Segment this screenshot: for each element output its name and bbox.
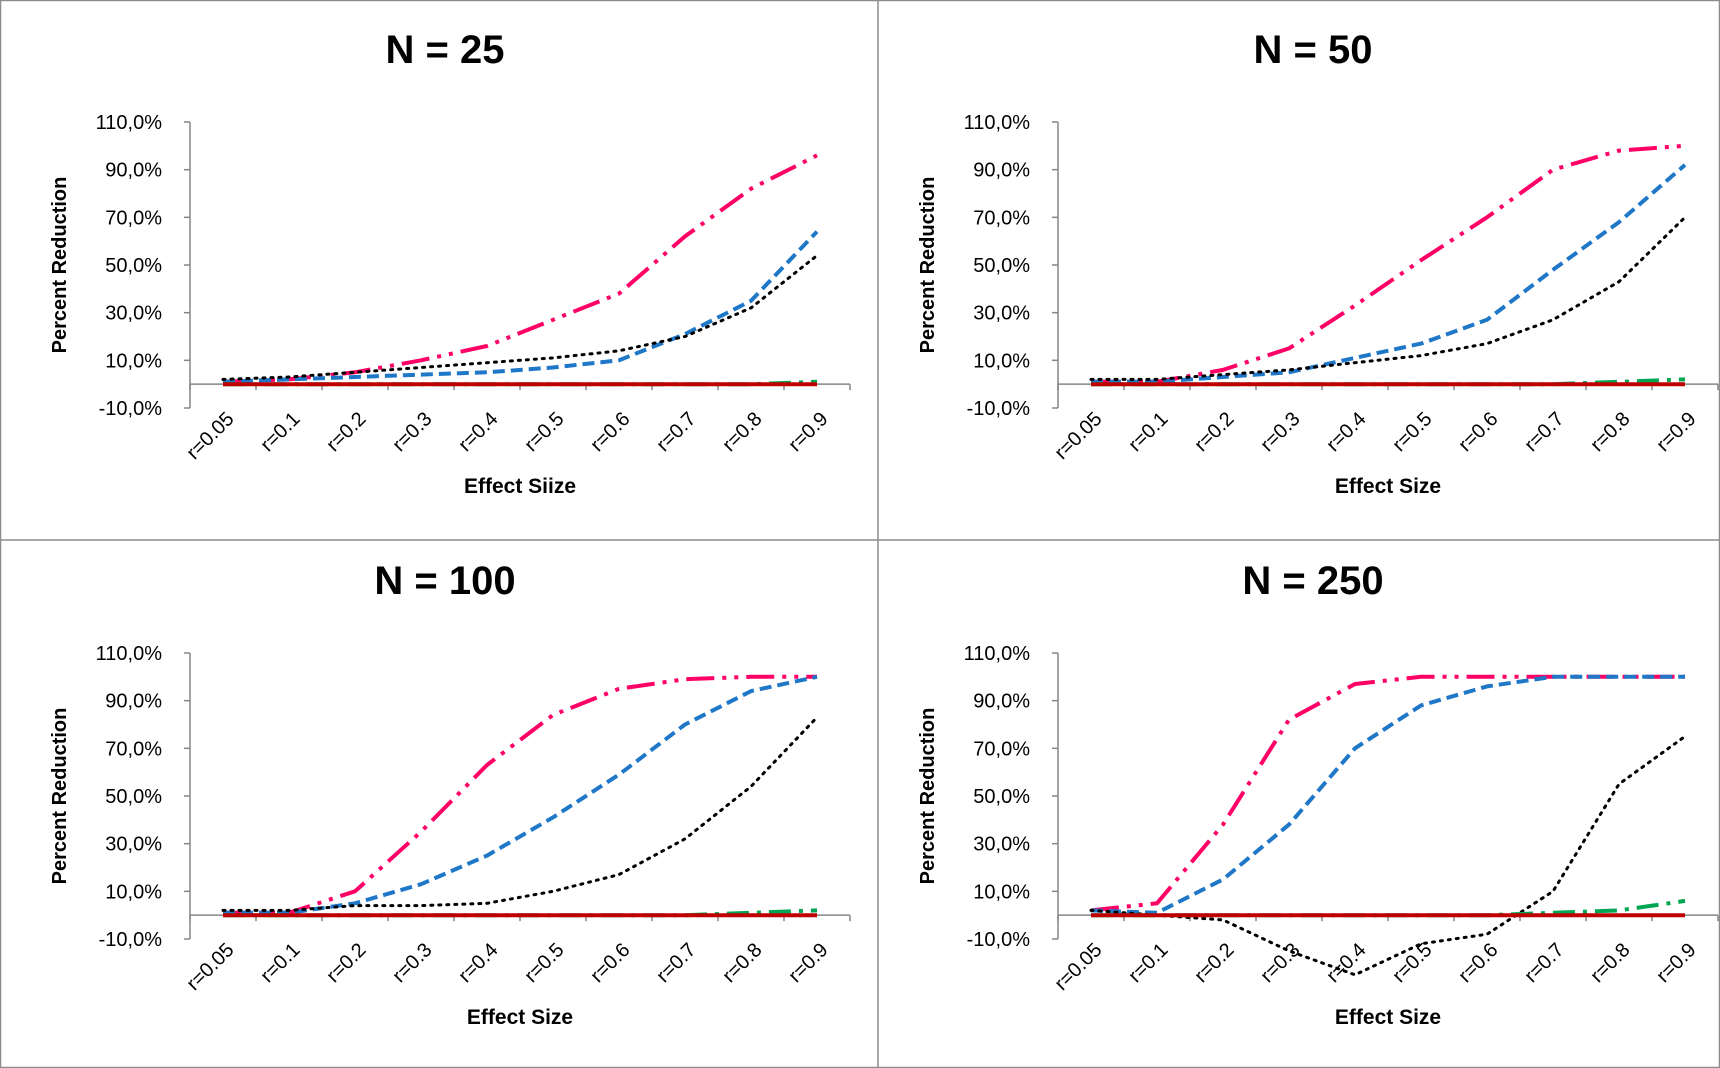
x-axis-label: Effect Size — [467, 1006, 573, 1029]
x-tick-label: r=0.2 — [1190, 939, 1238, 987]
x-axis-label: Effect Siize — [464, 475, 576, 498]
x-tick-label: r=0.5 — [520, 939, 568, 987]
x-tick-label: r=0.05 — [1050, 939, 1106, 995]
y-tick-label: 30,0% — [973, 834, 1030, 856]
x-tick-label: r=0.05 — [182, 939, 238, 995]
y-tick-label: 90,0% — [973, 160, 1030, 182]
x-tick-label: r=0.05 — [182, 408, 238, 464]
x-tick-label: r=0.5 — [520, 408, 568, 456]
series-line-dashdotdot — [1090, 674, 1685, 913]
x-tick-label: r=0.4 — [454, 939, 502, 987]
y-tick-label: 70,0% — [105, 207, 162, 229]
x-tick-label: r=0.05 — [1050, 408, 1106, 464]
y-tick-label: 10,0% — [973, 350, 1030, 372]
series-line-dash — [223, 674, 818, 915]
y-tick-label: 30,0% — [105, 834, 162, 856]
y-tick-label: 50,0% — [105, 255, 162, 277]
y-tick-label: 90,0% — [973, 691, 1030, 713]
y-axis-label: Percent Reduction — [917, 177, 939, 354]
y-axis-label: Percent Reduction — [49, 708, 71, 885]
y-tick-label: -10,0% — [99, 398, 163, 420]
y-tick-label: -10,0% — [967, 398, 1031, 420]
chart-panel-4: N = 250 Percent Reduction Effect Size -10,0… — [917, 559, 1719, 1029]
y-axis-label: Percent Reduction — [917, 708, 939, 885]
x-tick-label: r=0.1 — [1124, 939, 1172, 987]
y-tick-label: 30,0% — [973, 303, 1030, 325]
x-tick-label: r=0.2 — [322, 939, 370, 987]
series-line-dashdotdot — [1091, 143, 1686, 384]
y-tick-label: 50,0% — [973, 786, 1030, 808]
series-line-dot — [221, 254, 819, 381]
x-tick-label: r=0.6 — [1454, 408, 1502, 456]
chart-panel-1: N = 25 Percent Reduction Effect Siize -10,0… — [49, 28, 851, 498]
x-tick-label: r=0.9 — [784, 939, 832, 987]
chart-panel-2: N = 50 Percent Reduction Effect Size -10,0%… — [917, 28, 1719, 498]
series-line-dashdotdot — [223, 674, 817, 915]
y-tick-label: -10,0% — [967, 929, 1031, 951]
x-tick-label: r=0.7 — [652, 939, 700, 987]
x-tick-label: r=0.8 — [1586, 408, 1634, 456]
x-tick-label: r=0.6 — [1454, 939, 1502, 987]
y-axis-label: Percent Reduction — [49, 177, 71, 354]
x-tick-label: r=0.1 — [1124, 408, 1172, 456]
chart-title: N = 250 — [1242, 559, 1383, 603]
series-line-dot — [221, 715, 819, 912]
x-tick-label: r=0.4 — [1322, 939, 1370, 987]
y-tick-label: 50,0% — [973, 255, 1030, 277]
y-tick-label: 70,0% — [105, 738, 162, 760]
x-tick-label: r=0.9 — [784, 408, 832, 456]
x-axis-label: Effect Size — [1335, 1006, 1441, 1029]
x-tick-label: r=0.1 — [256, 408, 304, 456]
y-tick-label: 110,0% — [96, 643, 163, 665]
x-tick-label: r=0.5 — [1388, 408, 1436, 456]
y-tick-label: 10,0% — [105, 881, 162, 903]
x-tick-label: r=0.9 — [1652, 408, 1700, 456]
x-tick-label: r=0.8 — [718, 939, 766, 987]
x-tick-label: r=0.2 — [322, 408, 370, 456]
series-line-dot — [1089, 215, 1687, 381]
y-tick-label: 50,0% — [105, 786, 162, 808]
x-tick-label: r=0.6 — [586, 939, 634, 987]
y-tick-label: 110,0% — [96, 112, 163, 134]
y-tick-label: 30,0% — [105, 303, 162, 325]
x-tick-label: r=0.7 — [1520, 939, 1568, 987]
y-tick-label: 90,0% — [105, 160, 162, 182]
series-line-dash — [1091, 163, 1687, 384]
x-tick-label: r=0.2 — [1190, 408, 1238, 456]
y-tick-label: 10,0% — [973, 881, 1030, 903]
x-tick-label: r=0.3 — [1256, 408, 1304, 456]
x-tick-label: r=0.6 — [586, 408, 634, 456]
y-tick-label: 10,0% — [105, 350, 162, 372]
x-tick-label: r=0.4 — [1322, 408, 1370, 456]
x-tick-label: r=0.4 — [454, 408, 502, 456]
y-tick-label: 110,0% — [964, 643, 1031, 665]
y-tick-label: 110,0% — [964, 112, 1031, 134]
x-tick-label: r=0.3 — [1256, 939, 1304, 987]
series-line-dot — [1089, 734, 1687, 977]
x-tick-label: r=0.3 — [388, 408, 436, 456]
series-line-dashdotdot — [222, 153, 818, 384]
x-tick-label: r=0.9 — [1652, 939, 1700, 987]
x-tick-label: r=0.8 — [718, 408, 766, 456]
series-line-dash — [222, 230, 819, 384]
chart-title: N = 25 — [386, 28, 505, 72]
y-tick-label: 90,0% — [105, 691, 162, 713]
y-tick-label: 70,0% — [973, 738, 1030, 760]
x-tick-label: r=0.7 — [1520, 408, 1568, 456]
x-tick-label: r=0.8 — [1586, 939, 1634, 987]
chart-title: N = 50 — [1254, 28, 1373, 72]
chart-panel-3: N = 100 Percent Reduction Effect Size -10,0… — [49, 559, 851, 1029]
chart-title: N = 100 — [374, 559, 515, 603]
y-tick-label: 70,0% — [973, 207, 1030, 229]
x-tick-label: r=0.1 — [256, 939, 304, 987]
y-tick-label: -10,0% — [99, 929, 163, 951]
series-line-dash — [1090, 674, 1685, 915]
x-axis-label: Effect Size — [1335, 475, 1441, 498]
x-tick-label: r=0.3 — [388, 939, 436, 987]
x-tick-label: r=0.7 — [652, 408, 700, 456]
x-tick-label: r=0.5 — [1388, 939, 1436, 987]
